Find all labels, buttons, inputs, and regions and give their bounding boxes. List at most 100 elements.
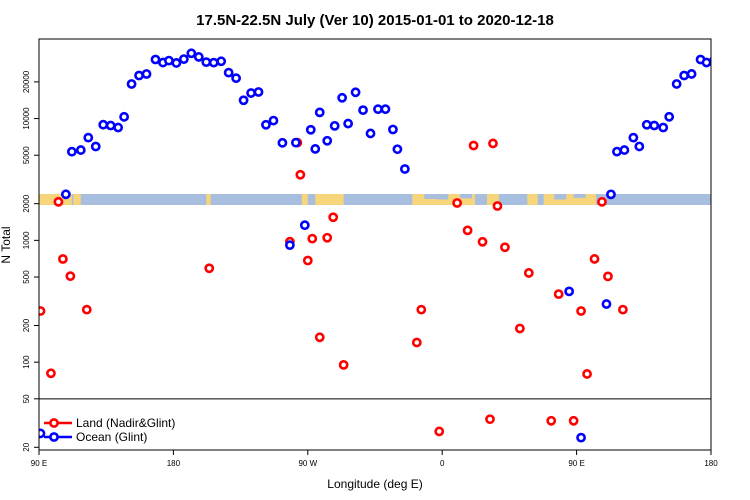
ocean-point bbox=[290, 137, 301, 148]
legend: Land (Nadir&Glint)Ocean (Glint) bbox=[44, 416, 175, 444]
ocean-point bbox=[253, 87, 264, 97]
land-point bbox=[322, 232, 333, 243]
ocean-point bbox=[399, 164, 410, 174]
ocean-point bbox=[358, 105, 368, 116]
land-point bbox=[302, 255, 313, 266]
ocean-point bbox=[83, 132, 94, 143]
ocean-point bbox=[671, 79, 682, 89]
ocean-point bbox=[119, 111, 130, 122]
ocean-point bbox=[105, 120, 116, 131]
land-point bbox=[617, 304, 628, 315]
ocean-point bbox=[113, 122, 124, 133]
legend-marker bbox=[49, 432, 59, 442]
land-segment bbox=[543, 194, 597, 205]
ocean-point bbox=[373, 104, 383, 115]
ocean-point bbox=[223, 67, 234, 78]
ocean-point bbox=[231, 73, 242, 84]
ocean-point bbox=[178, 54, 189, 65]
land-point bbox=[53, 196, 64, 207]
ocean-point bbox=[238, 95, 249, 106]
land-point bbox=[328, 212, 339, 223]
ocean-point bbox=[75, 145, 86, 155]
y-tick-label: 500 bbox=[22, 270, 31, 284]
ocean-point bbox=[701, 57, 711, 68]
land-point bbox=[523, 268, 534, 278]
land-point bbox=[295, 169, 306, 180]
ocean-point bbox=[193, 52, 204, 62]
x-axis-label: Longitude (deg E) bbox=[327, 477, 422, 491]
land-point bbox=[416, 304, 427, 315]
legend-marker bbox=[49, 418, 59, 428]
land-segment bbox=[301, 194, 308, 205]
coast-notch bbox=[436, 194, 449, 200]
coast-notch bbox=[424, 194, 437, 199]
land-point bbox=[546, 415, 557, 426]
ocean-point bbox=[246, 88, 256, 98]
ocean-series bbox=[39, 48, 711, 443]
ocean-point bbox=[634, 141, 645, 152]
ocean-point bbox=[98, 119, 109, 130]
y-tick-label: 20000 bbox=[22, 70, 31, 93]
land-point bbox=[492, 201, 503, 211]
ocean-point bbox=[299, 220, 310, 231]
ocean-point bbox=[150, 54, 161, 65]
land-point bbox=[514, 323, 525, 334]
ocean-point bbox=[365, 128, 376, 139]
land-segment bbox=[315, 194, 344, 205]
land-point bbox=[589, 254, 600, 264]
y-tick-label: 50 bbox=[22, 394, 31, 403]
x-axis: 90 E 180 90 W 0 90 E 180 bbox=[31, 450, 718, 468]
land-point bbox=[411, 337, 422, 348]
land-point bbox=[477, 236, 488, 247]
ocean-point bbox=[90, 141, 101, 152]
ocean-point bbox=[658, 122, 669, 133]
ocean-point bbox=[649, 120, 660, 131]
ocean-point bbox=[216, 56, 227, 67]
y-tick-label: 1000 bbox=[22, 231, 31, 249]
land-point bbox=[204, 263, 215, 274]
land-point bbox=[485, 414, 495, 425]
ocean-point bbox=[284, 240, 295, 251]
ocean-point bbox=[612, 146, 622, 157]
ocean-point bbox=[261, 119, 271, 130]
y-axis-label: N Total bbox=[0, 226, 13, 263]
ocean-point bbox=[679, 70, 690, 81]
land-point bbox=[500, 242, 510, 253]
ocean-point bbox=[39, 428, 46, 439]
y-tick-label: 200 bbox=[22, 318, 31, 332]
land-point bbox=[46, 368, 56, 379]
ocean-point bbox=[134, 70, 144, 81]
land-point bbox=[65, 271, 76, 282]
x-tick-label: 0 bbox=[440, 459, 445, 468]
land-point bbox=[553, 289, 564, 300]
ocean-point bbox=[314, 107, 325, 118]
land-point bbox=[468, 140, 479, 151]
land-series bbox=[39, 137, 628, 437]
land-point bbox=[81, 304, 92, 315]
ocean-point bbox=[277, 137, 288, 148]
ocean-point bbox=[564, 286, 575, 297]
ocean-point bbox=[186, 48, 197, 59]
y-tick-label: 10000 bbox=[22, 107, 31, 130]
ocean-point bbox=[208, 57, 219, 68]
ocean-point bbox=[305, 124, 316, 135]
x-tick-label: 90 E bbox=[568, 459, 584, 468]
ocean-point bbox=[388, 124, 398, 135]
land-segment bbox=[487, 194, 499, 205]
ocean-point bbox=[268, 115, 279, 126]
ocean-point bbox=[392, 144, 403, 155]
land-point bbox=[568, 415, 579, 426]
land-point bbox=[582, 369, 592, 379]
legend-label: Ocean (Glint) bbox=[76, 430, 147, 444]
land-point bbox=[462, 225, 473, 236]
ocean-point bbox=[606, 189, 616, 200]
ocean-point bbox=[380, 104, 391, 115]
ocean-point bbox=[66, 146, 77, 157]
points-layer bbox=[39, 48, 711, 443]
x-tick-label: 180 bbox=[167, 459, 181, 468]
ocean-point bbox=[310, 144, 321, 154]
ocean-point bbox=[619, 145, 630, 155]
ocean-point bbox=[126, 79, 137, 89]
